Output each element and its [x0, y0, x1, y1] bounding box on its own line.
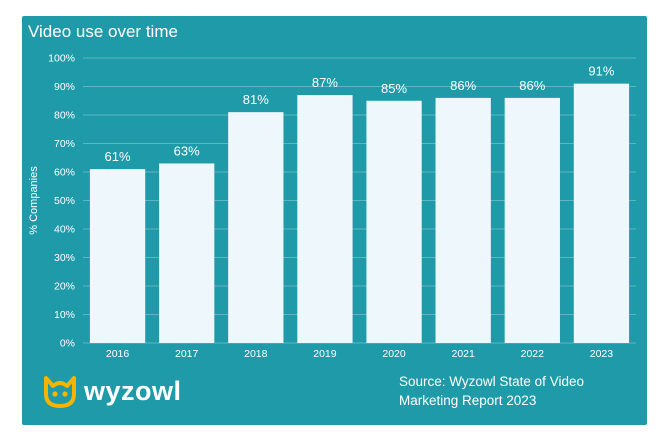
x-tick-label: 2019: [313, 348, 337, 360]
bar: [366, 100, 422, 343]
logo-wordmark: wyzowl: [84, 375, 182, 406]
bar: [573, 83, 630, 344]
x-tick-label: 2023: [590, 348, 614, 360]
bar: [89, 169, 146, 343]
bar: [297, 95, 353, 343]
x-tick-label: 2022: [521, 348, 545, 360]
x-tick-label: 2018: [244, 348, 268, 360]
bar-chart: 0% 10% 20% 30% 40% 50% 60% 70% 80% 90% 100% % Compa…: [28, 53, 636, 360]
chart-card: Video use over time 0% 10% 20% 30% 40% 50% 60%…: [22, 16, 647, 425]
y-tick-label: 90%: [54, 81, 75, 93]
x-tick-label: 2021: [452, 348, 476, 360]
data-label: 87%: [312, 75, 338, 90]
data-label: 91%: [588, 64, 614, 79]
y-tick-label: 20%: [54, 281, 75, 293]
data-label: 63%: [174, 143, 200, 158]
data-label: 86%: [519, 78, 545, 93]
x-tick-label: 2020: [382, 348, 406, 360]
wyzowl-owl-icon: [44, 376, 76, 408]
data-label: 81%: [243, 92, 269, 107]
y-tick-label: 50%: [54, 195, 75, 207]
source-line-2: Marketing Report 2023: [399, 393, 537, 408]
y-tick-label: 80%: [54, 110, 75, 122]
bar: [435, 97, 491, 344]
y-tick-label: 40%: [54, 224, 75, 236]
y-tick-label: 0%: [60, 338, 75, 350]
data-label: 61%: [105, 149, 131, 164]
y-tick-label: 60%: [54, 167, 75, 179]
bar: [228, 112, 284, 344]
y-tick-label: 10%: [54, 309, 75, 321]
y-tick-label: 30%: [54, 252, 75, 264]
wyzowl-logo: wyzowl: [42, 374, 182, 408]
source-note: Source: Wyzowl State of Video Marketing …: [399, 372, 609, 410]
x-tick-label: 2017: [175, 348, 199, 360]
y-tick-label: 70%: [54, 138, 75, 150]
data-label: 85%: [381, 81, 407, 96]
bar: [159, 163, 215, 343]
y-tick-label: 100%: [48, 53, 75, 65]
data-label: 86%: [450, 78, 476, 93]
source-line-1: Source: Wyzowl State of Video: [399, 374, 584, 389]
x-tick-label: 2016: [106, 348, 130, 360]
y-axis-title: % Companies: [28, 166, 40, 235]
bar: [504, 97, 560, 344]
chart-title: Video use over time: [28, 22, 178, 41]
